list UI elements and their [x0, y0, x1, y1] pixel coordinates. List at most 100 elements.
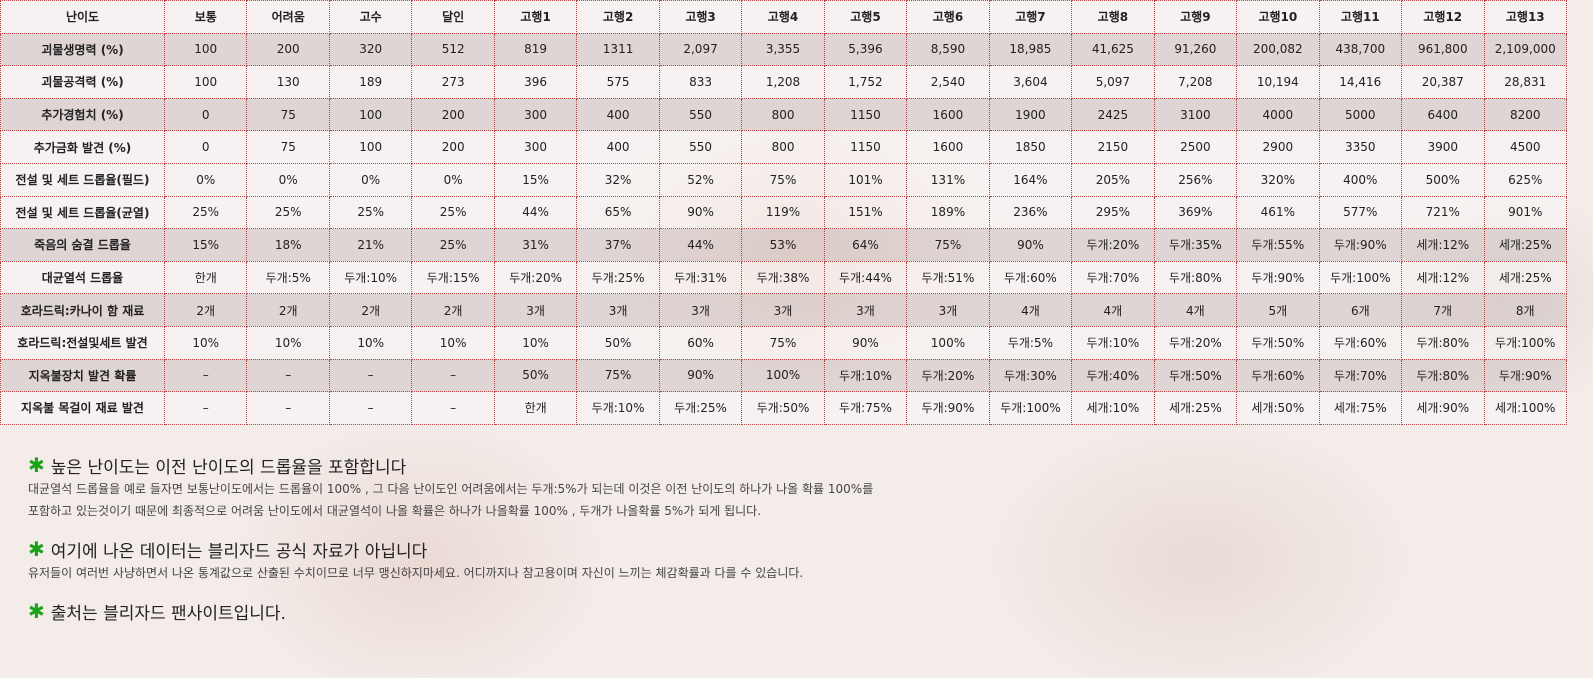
table-cell: 두개:44% — [823, 260, 908, 295]
table-cell: 800 — [741, 97, 825, 132]
table-row: 대균열석 드롭율 한개 두개:5% 두개:10% 두개:15% 두개:20% 두개:25% 두… — [0, 260, 1567, 295]
table-cell: 75% — [906, 228, 990, 262]
table-row: 추가금화 발견 (%) 0 75 100 200 300 400 550 800 1150 1600… — [0, 130, 1567, 164]
table-cell: 400 — [576, 97, 660, 132]
table-cell: 두개:10% — [328, 260, 413, 295]
table-cell: 131% — [906, 162, 990, 197]
header-level: 고행2 — [576, 0, 660, 34]
table-cell: 18,985 — [988, 32, 1073, 67]
table-cell: 273 — [411, 65, 495, 99]
table-cell: 101% — [823, 162, 908, 197]
table-cell: 15% — [493, 162, 578, 197]
row-label: 호라드릭:카나이 함 재료 — [0, 293, 165, 327]
table-cell: 3개 — [493, 293, 578, 327]
table-cell: 두개:100% — [988, 391, 1073, 425]
table-cell: 두개:50% — [1153, 358, 1238, 393]
table-cell: 세개:75% — [1318, 391, 1403, 425]
table-cell: – — [246, 391, 330, 425]
table-cell: 두개:60% — [988, 260, 1073, 295]
table-cell: – — [163, 391, 248, 425]
table-cell: 396 — [493, 65, 578, 99]
table-cell: 두개:100% — [1318, 260, 1403, 295]
table-cell: 200 — [411, 130, 495, 164]
table-cell: 5,097 — [1071, 65, 1155, 99]
table-cell: 90% — [658, 195, 743, 230]
table-cell: 2,109,000 — [1483, 32, 1567, 67]
table-cell: 4000 — [1236, 97, 1320, 132]
table-cell: 31% — [493, 228, 578, 262]
table-cell: 833 — [658, 65, 743, 99]
table-cell: 2개 — [246, 293, 330, 327]
table-cell: 10% — [411, 325, 495, 360]
table-cell: 320 — [328, 32, 413, 67]
table-row: 호라드릭:전설및세트 발견 10% 10% 10% 10% 10% 50% 60% 75% 90%… — [0, 325, 1567, 360]
table-cell: 1600 — [906, 97, 990, 132]
table-cell: 두개:31% — [658, 260, 743, 295]
table-cell: 300 — [493, 97, 578, 132]
table-cell: 두개:80% — [1401, 325, 1485, 360]
table-cell: – — [411, 358, 495, 393]
table-cell: 100% — [906, 325, 990, 360]
table-cell: 8,590 — [906, 32, 990, 67]
note-body-line: 유저들이 여러번 사냥하면서 나온 통계값으로 산출된 수치이므로 너무 맹신하… — [28, 566, 804, 580]
table-cell: 90% — [658, 358, 743, 393]
table-cell: 100 — [328, 97, 413, 132]
header-level: 고행4 — [741, 0, 825, 34]
table-cell: 두개:80% — [1401, 358, 1485, 393]
table-cell: 5,396 — [823, 32, 908, 67]
header-level: 고행13 — [1483, 0, 1567, 34]
table-cell: 1,208 — [741, 65, 825, 99]
table-cell: 두개:90% — [1318, 228, 1403, 262]
table-cell: 100 — [163, 32, 248, 67]
table-cell: 100% — [741, 358, 825, 393]
table-cell: 256% — [1153, 162, 1238, 197]
table-cell: 0% — [246, 162, 330, 197]
table-cell: 세개:50% — [1236, 391, 1320, 425]
table-cell: – — [246, 358, 330, 393]
table-cell: 1,752 — [823, 65, 908, 99]
table-cell: 두개:60% — [1236, 358, 1320, 393]
table-header-row: 난이도 보통 어려움 고수 달인 고행1 고행2 고행3 고행4 고행5 고행6 고행7 고행8 고행9 고… — [0, 0, 1567, 34]
table-cell: 90% — [823, 325, 908, 360]
table-cell: 두개:70% — [1071, 260, 1155, 295]
table-cell: 295% — [1071, 195, 1155, 230]
table-cell: 2900 — [1236, 130, 1320, 164]
table-cell: – — [328, 358, 413, 393]
row-label: 죽음의 숨결 드롭율 — [0, 228, 165, 262]
table-cell: 75 — [246, 97, 330, 132]
table-cell: 200 — [411, 97, 495, 132]
table-row: 추가경험치 (%) 0 75 100 200 300 400 550 800 1150 1600 19… — [0, 97, 1567, 132]
table-cell: 60% — [658, 325, 743, 360]
table-cell: 53% — [741, 228, 825, 262]
table-cell: 두개:75% — [823, 391, 908, 425]
table-cell: 두개:50% — [1236, 325, 1320, 360]
table-cell: 두개:25% — [658, 391, 743, 425]
table-cell: 1311 — [576, 32, 660, 67]
header-level: 고행8 — [1071, 0, 1155, 34]
table-cell: 1150 — [823, 130, 908, 164]
header-level: 고행5 — [823, 0, 908, 34]
table-cell: 한개 — [163, 260, 248, 295]
table-cell: 400% — [1318, 162, 1403, 197]
table-cell: 819 — [493, 32, 578, 67]
note-body-line: 대균열석 드롭율을 예로 들자면 보통난이도에서는 드롭율이 100% , 그 … — [28, 482, 874, 496]
table-cell: 0 — [163, 130, 248, 164]
table-cell: 10% — [163, 325, 248, 360]
table-cell: 두개:60% — [1318, 325, 1403, 360]
table-cell: 2개 — [411, 293, 495, 327]
row-label: 괴물생명력 (%) — [0, 32, 165, 67]
note: ✱ 출처는 블리자드 팬사이트입니다. — [28, 598, 873, 624]
table-row: 괴물생명력 (%) 100 200 320 512 819 1311 2,097 3,355 5,… — [0, 32, 1567, 67]
row-label: 대균열석 드롭율 — [0, 260, 165, 295]
table-cell: 512 — [411, 32, 495, 67]
note-title: ✱ 높은 난이도는 이전 난이도의 드롭율을 포함합니다 — [28, 452, 873, 478]
table-cell: 25% — [163, 195, 248, 230]
table-cell: 25% — [411, 195, 495, 230]
table-cell: 4500 — [1483, 130, 1567, 164]
header-level: 고행6 — [906, 0, 990, 34]
row-label: 전설 및 세트 드롭율(필드) — [0, 162, 165, 197]
table-cell: 50% — [576, 325, 660, 360]
table-cell: 2425 — [1071, 97, 1155, 132]
table-cell: 721% — [1401, 195, 1485, 230]
table-cell: 461% — [1236, 195, 1320, 230]
